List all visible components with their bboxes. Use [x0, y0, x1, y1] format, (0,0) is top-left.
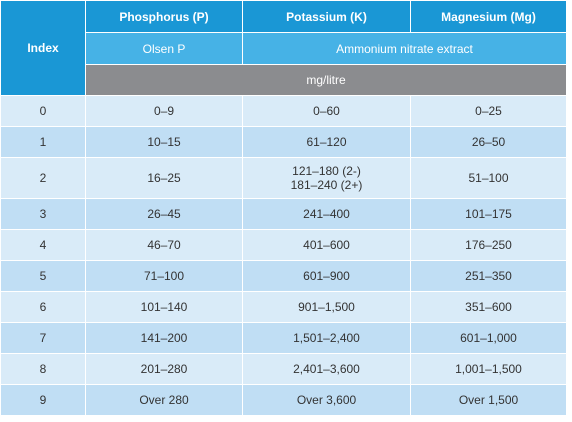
index-cell: 2: [0, 157, 86, 199]
table-row: 1 10–15 61–120 26–50: [0, 126, 567, 158]
table-row: 3 26–45 241–400 101–175: [0, 198, 567, 230]
phosphorus-cell: 26–45: [85, 198, 243, 230]
potassium-cell: 1,501–2,400: [242, 322, 411, 354]
potassium-range-line: 181–240 (2+): [290, 178, 363, 192]
table-body: 0 0–9 0–60 0–25 1 10–15 61–120 26–50 2 16–25 121–1…: [0, 95, 567, 416]
index-cell: 7: [0, 322, 86, 354]
phosphorus-cell: 71–100: [85, 260, 243, 292]
index-header: Index: [0, 0, 86, 96]
table-row: 0 0–9 0–60 0–25: [0, 95, 567, 127]
potassium-cell: 121–180 (2-) 181–240 (2+): [242, 157, 411, 199]
ammonium-nitrate-method: Ammonium nitrate extract: [242, 32, 567, 65]
potassium-range-line: 121–180 (2-): [292, 164, 361, 178]
table-row: 2 16–25 121–180 (2-) 181–240 (2+) 51–100: [0, 157, 567, 199]
phosphorus-header: Phosphorus (P): [85, 0, 243, 33]
index-cell: 3: [0, 198, 86, 230]
magnesium-cell: 601–1,000: [410, 322, 567, 354]
phosphorus-cell: 0–9: [85, 95, 243, 127]
index-cell: 1: [0, 126, 86, 158]
index-cell: 5: [0, 260, 86, 292]
potassium-range-line: 401–600: [303, 238, 350, 252]
magnesium-cell: Over 1,500: [410, 384, 567, 416]
table-row: 4 46–70 401–600 176–250: [0, 229, 567, 261]
phosphorus-cell: 16–25: [85, 157, 243, 199]
olsen-p-method: Olsen P: [85, 32, 243, 65]
table-row: 5 71–100 601–900 251–350: [0, 260, 567, 292]
potassium-range-line: 1,501–2,400: [293, 331, 360, 345]
potassium-cell: 601–900: [242, 260, 411, 292]
nutrient-index-table: Index Phosphorus (P) Potassium (K) Magne…: [0, 0, 567, 416]
magnesium-cell: 351–600: [410, 291, 567, 323]
table-row: 7 141–200 1,501–2,400 601–1,000: [0, 322, 567, 354]
magnesium-cell: 101–175: [410, 198, 567, 230]
potassium-header: Potassium (K): [242, 0, 411, 33]
phosphorus-cell: Over 280: [85, 384, 243, 416]
magnesium-cell: 0–25: [410, 95, 567, 127]
magnesium-cell: 176–250: [410, 229, 567, 261]
potassium-range-line: 901–1,500: [298, 300, 355, 314]
potassium-range-line: 61–120: [306, 135, 347, 149]
index-cell: 4: [0, 229, 86, 261]
table-row: 8 201–280 2,401–3,600 1,001–1,500: [0, 353, 567, 385]
potassium-cell: 61–120: [242, 126, 411, 158]
phosphorus-cell: 101–140: [85, 291, 243, 323]
potassium-range-line: 2,401–3,600: [293, 362, 360, 376]
potassium-cell: 401–600: [242, 229, 411, 261]
potassium-range-line: 0–60: [313, 104, 340, 118]
units-band: mg/litre: [85, 64, 567, 96]
index-cell: 9: [0, 384, 86, 416]
magnesium-cell: 251–350: [410, 260, 567, 292]
potassium-range-line: 241–400: [303, 207, 350, 221]
potassium-cell: 241–400: [242, 198, 411, 230]
potassium-cell: 901–1,500: [242, 291, 411, 323]
phosphorus-cell: 46–70: [85, 229, 243, 261]
potassium-range-line: 601–900: [303, 269, 350, 283]
potassium-cell: 0–60: [242, 95, 411, 127]
magnesium-header: Magnesium (Mg): [410, 0, 567, 33]
table-row: 9 Over 280 Over 3,600 Over 1,500: [0, 384, 567, 416]
phosphorus-cell: 10–15: [85, 126, 243, 158]
magnesium-cell: 51–100: [410, 157, 567, 199]
phosphorus-cell: 141–200: [85, 322, 243, 354]
potassium-range-line: Over 3,600: [296, 393, 357, 407]
index-cell: 6: [0, 291, 86, 323]
index-cell: 8: [0, 353, 86, 385]
table-row: 6 101–140 901–1,500 351–600: [0, 291, 567, 323]
magnesium-cell: 1,001–1,500: [410, 353, 567, 385]
potassium-cell: 2,401–3,600: [242, 353, 411, 385]
phosphorus-cell: 201–280: [85, 353, 243, 385]
potassium-cell: Over 3,600: [242, 384, 411, 416]
index-cell: 0: [0, 95, 86, 127]
magnesium-cell: 26–50: [410, 126, 567, 158]
